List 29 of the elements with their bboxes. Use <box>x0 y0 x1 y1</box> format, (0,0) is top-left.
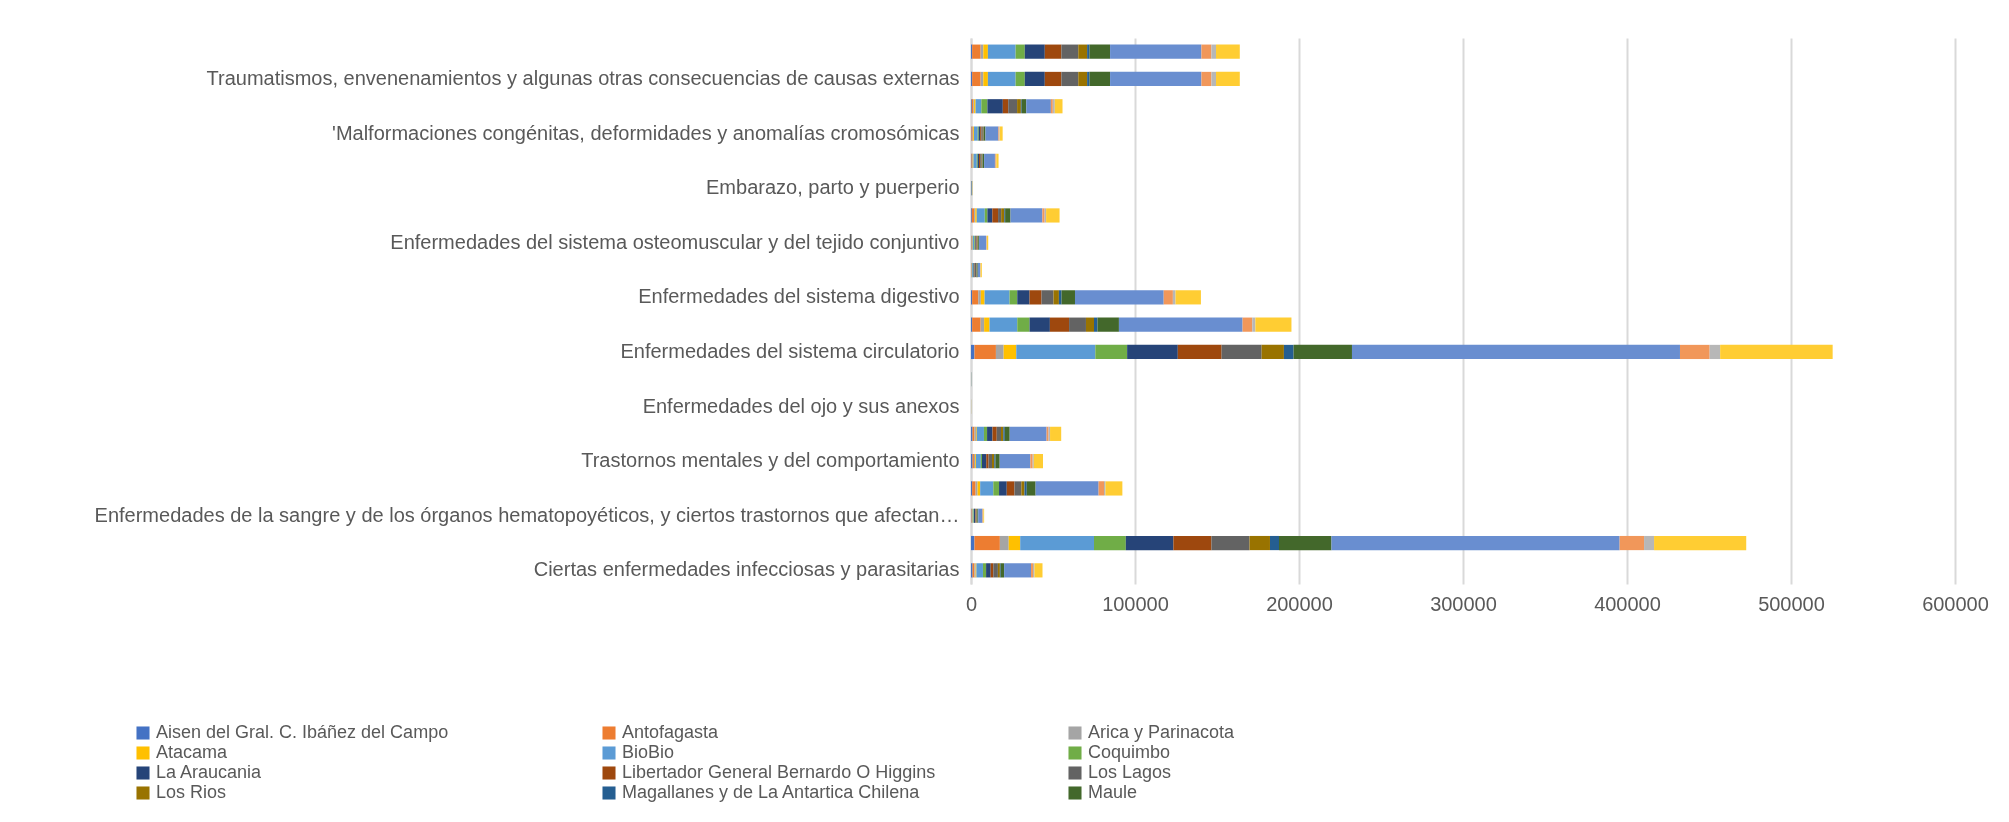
x-tick-label: 0 <box>965 592 978 615</box>
legend-label: Aisen del Gral. C. Ibáñez del Campo <box>156 722 449 742</box>
legend-label: Arica y Parinacota <box>1088 722 1236 742</box>
x-tick-label: 400000 <box>1594 592 1661 615</box>
legend-label: Magallanes y de La Antartica Chilena <box>622 782 921 802</box>
x-tick-label: 500000 <box>1758 592 1825 615</box>
legend-label: Los Lagos <box>1088 762 1172 782</box>
legend-label: Los Rios <box>156 782 227 802</box>
y-tick-label: Embarazo, parto y puerperio <box>706 176 960 199</box>
legend-label: Atacama <box>156 742 229 762</box>
y-tick-label: Trastornos mentales y del comportamiento <box>581 449 960 472</box>
legend-label: Maule <box>1088 782 1138 802</box>
y-tick-label: Traumatismos, envenenamientos y algunas otras consecuencias de causas externas <box>206 66 960 89</box>
y-tick-label: Enfermedades del sistema osteomuscular y del tejido conjuntivo <box>390 230 960 253</box>
y-tick-label: Enfermedades del sistema digestivo <box>638 285 960 308</box>
y-tick-label: Enfermedades de la sangre y de los órganos hematopoyéticos, y ciertos trastornos que afectan… <box>94 503 960 526</box>
y-tick-label: Enfermedades del ojo y sus anexos <box>642 394 960 417</box>
y-tick-label: Ciertas enfermedades infecciosas y parasitarias <box>533 558 960 581</box>
y-tick-label: Enfermedades del sistema circulatorio <box>620 339 960 362</box>
legend-label: BioBio <box>622 742 675 762</box>
x-tick-label: 300000 <box>1430 592 1497 615</box>
x-tick-label: 600000 <box>1922 592 1989 615</box>
legend-label: Antofagasta <box>622 722 720 742</box>
x-tick-label: 100000 <box>1102 592 1169 615</box>
y-tick-label: 'Malformaciones congénitas, deformidades y anomalías cromosómicas <box>332 121 960 144</box>
x-tick-label: 200000 <box>1266 592 1333 615</box>
legend-label: Libertador General Bernardo O Higgins <box>622 762 936 782</box>
legend-label: Coquimbo <box>1088 742 1171 762</box>
legend-label: La Araucania <box>156 762 263 782</box>
